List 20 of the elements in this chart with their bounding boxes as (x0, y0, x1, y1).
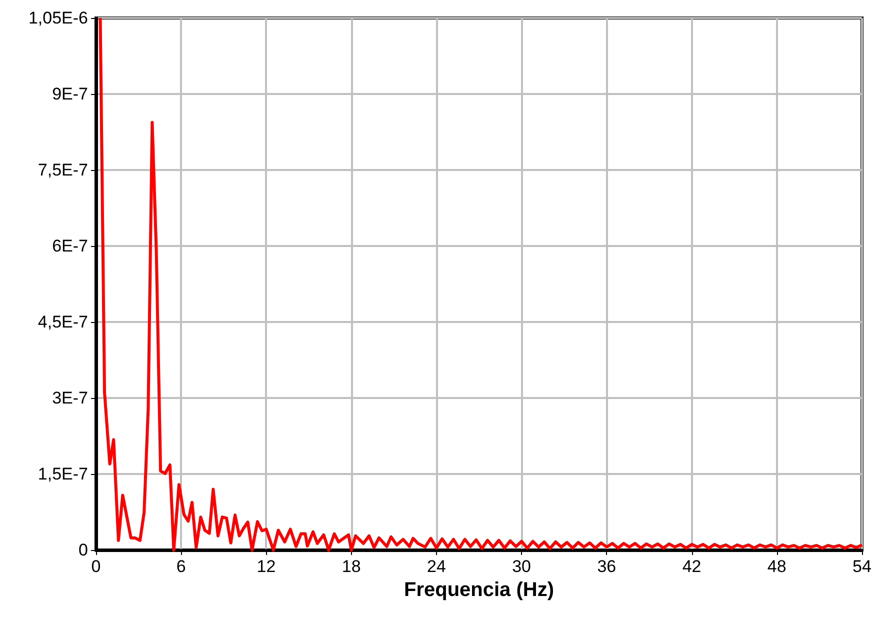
x-tick-label: 42 (682, 557, 702, 576)
y-tick-label: 7,5E-7 (38, 160, 88, 180)
x-tick-label: 6 (176, 557, 186, 576)
y-tick-label: 0 (78, 540, 88, 560)
x-axis-title: Frequencia (Hz) (404, 579, 554, 601)
x-tick-label: 48 (767, 557, 786, 576)
x-tick-label: 36 (597, 557, 616, 576)
y-tick-label: 1,05E-6 (28, 8, 88, 28)
y-tick-label: 6E-7 (52, 236, 88, 256)
x-tick-label: 24 (426, 557, 446, 576)
x-tick-label: 12 (256, 557, 276, 576)
y-tick-label: 4,5E-7 (38, 312, 88, 332)
y-tick-label: 9E-7 (52, 84, 88, 104)
y-tick-label: 1,5E-7 (38, 464, 88, 484)
x-tick-label: 54 (852, 557, 872, 576)
y-tick-label: 3E-7 (52, 388, 88, 408)
line-series (98, 16, 864, 552)
x-tick-label: 18 (342, 557, 361, 576)
x-tick-label: 0 (91, 557, 101, 576)
x-tick-label: 30 (512, 557, 532, 576)
